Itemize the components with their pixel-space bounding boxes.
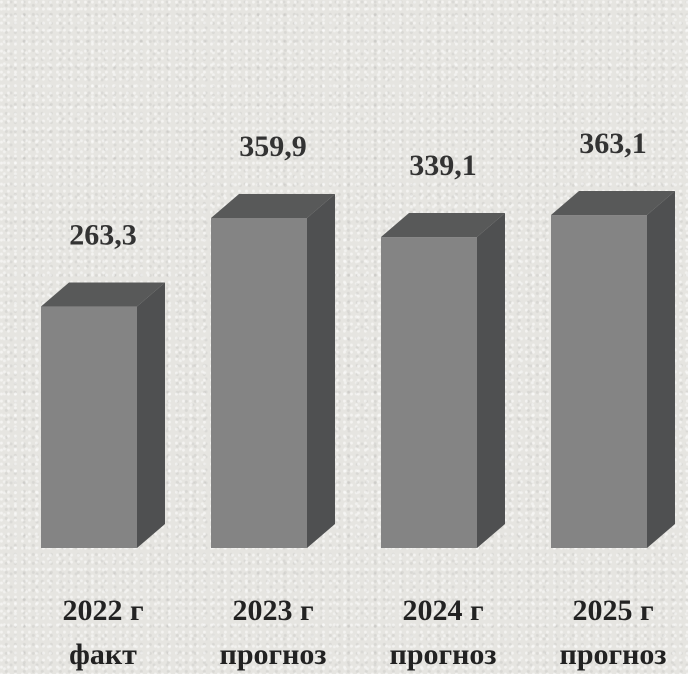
category-label-year-1: 2023 г [232,594,313,627]
bar-top-3 [551,191,675,216]
bar-side-1 [307,193,335,549]
data-label-0: 263,3 [69,219,137,252]
category-label-year-3: 2025 г [572,594,653,627]
category-label-type-3: прогноз [560,638,667,671]
bar-top-1 [211,193,335,218]
category-label-type-0: факт [69,638,137,671]
category-label-year-0: 2022 г [62,594,143,627]
bar-side-2 [477,213,505,549]
bar-side-0 [137,282,165,548]
category-label-type-1: прогноз [220,638,327,671]
bar-side-3 [647,191,675,548]
bar-front-0 [41,306,137,548]
category-label-type-2: прогноз [390,638,497,671]
data-label-2: 339,1 [409,149,477,182]
bar-front-1 [211,217,307,549]
data-label-1: 359,9 [239,130,307,163]
bar-front-3 [551,215,647,548]
bar-top-0 [41,282,165,307]
bar-front-2 [381,237,477,549]
data-label-3: 363,1 [579,127,647,160]
bar-top-2 [381,213,505,238]
category-label-year-2: 2024 г [402,594,483,627]
